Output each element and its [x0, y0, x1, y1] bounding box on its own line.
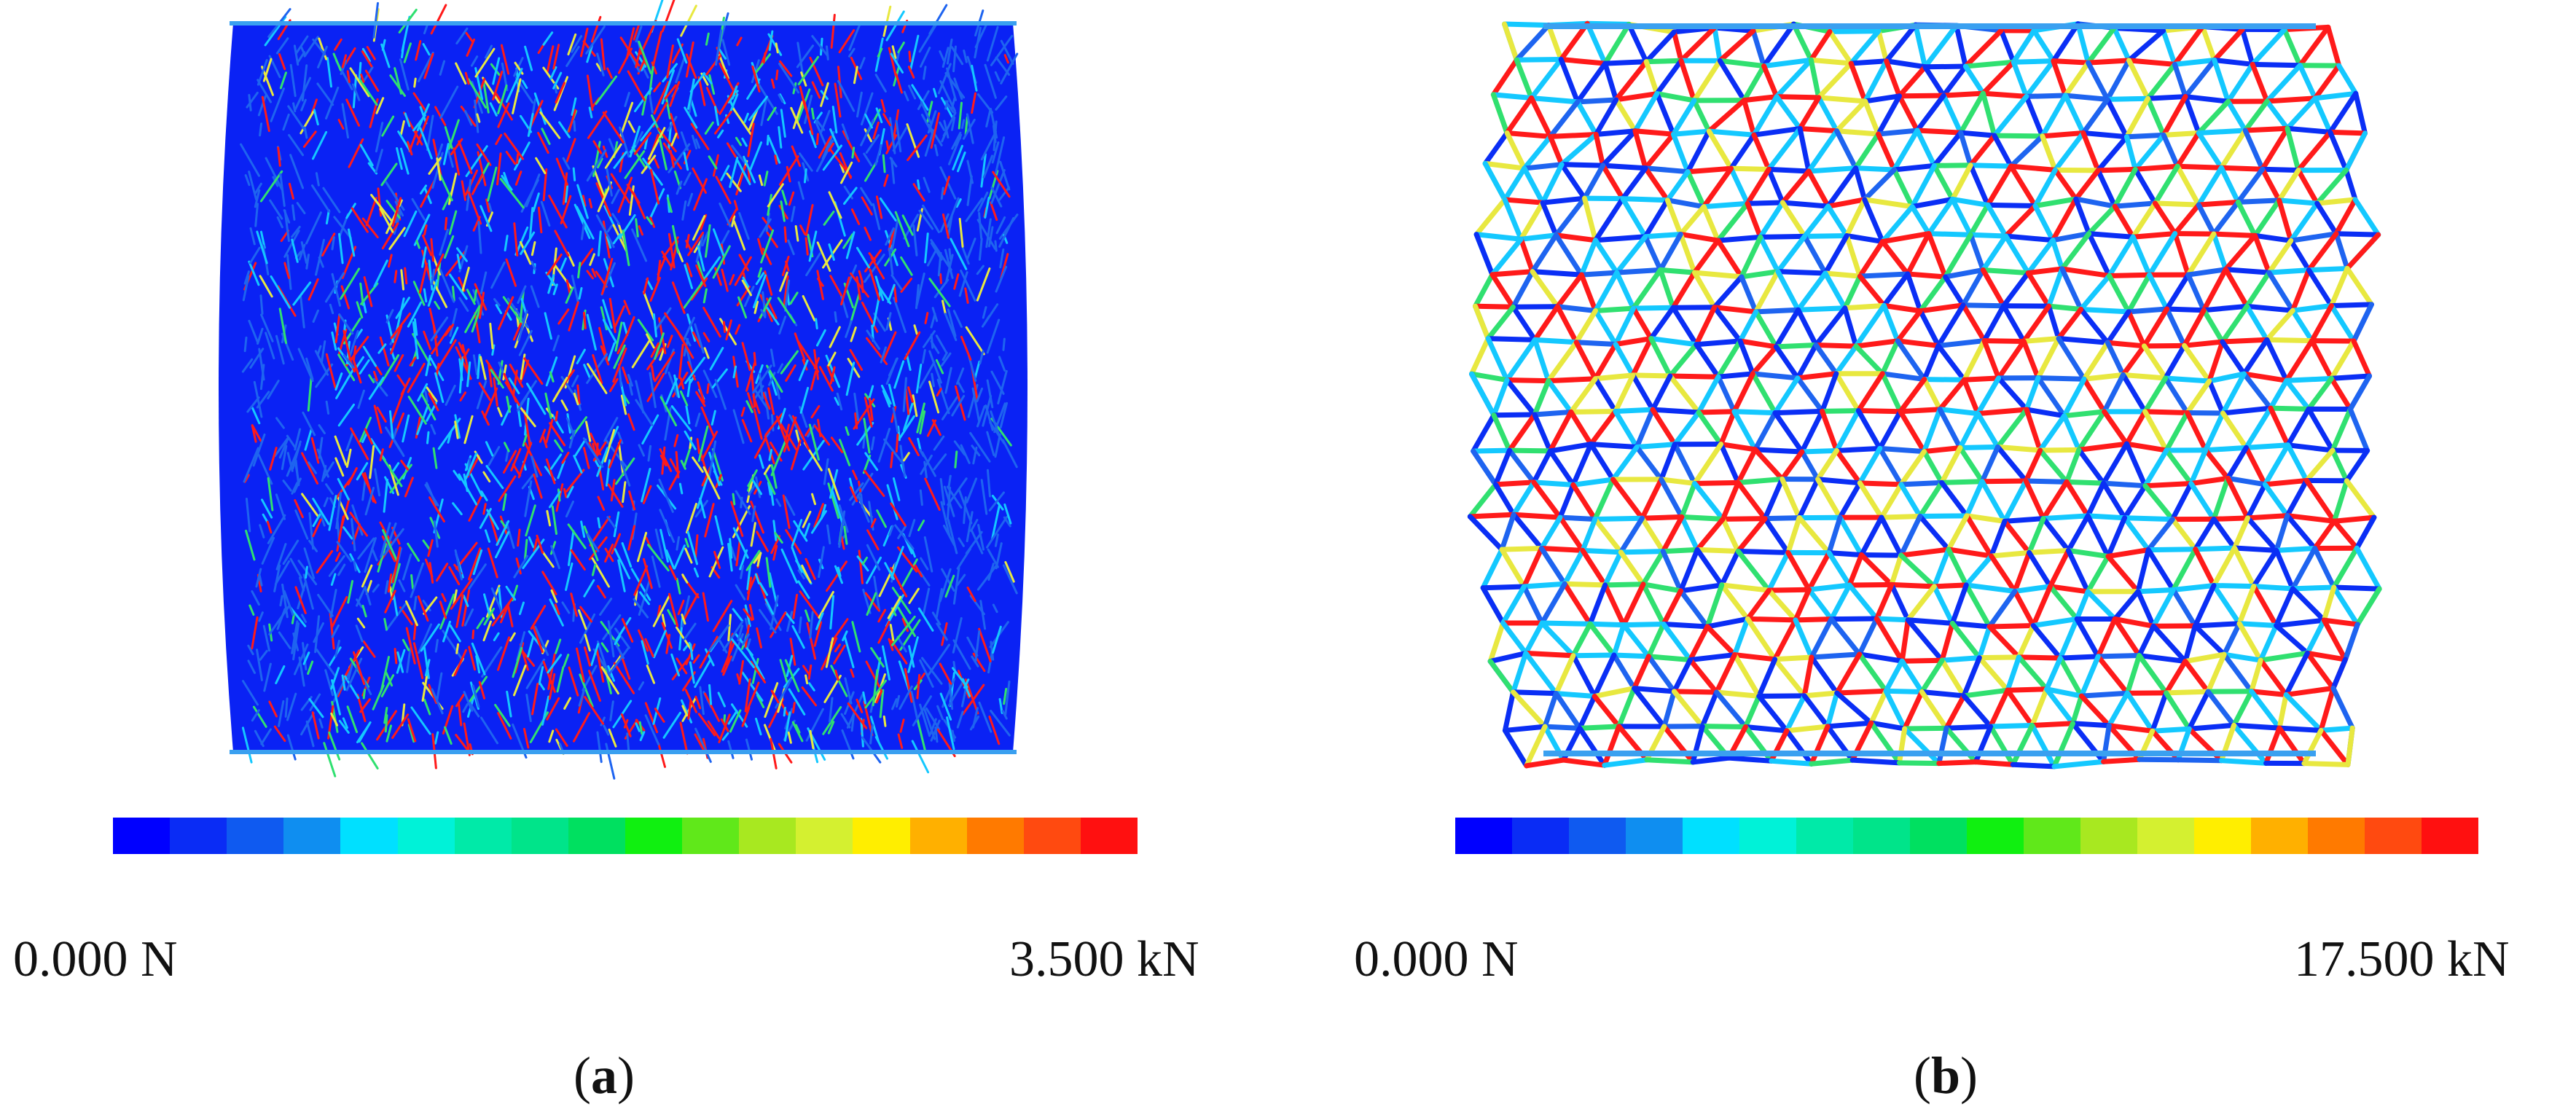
colorbar-swatch: [1796, 818, 1853, 854]
force-chain-network-coarse: [1467, 20, 2382, 769]
colorbar-swatch: [2137, 818, 2194, 854]
colorbar-swatch: [2024, 818, 2080, 854]
colorbar-swatch: [625, 818, 683, 854]
colorbar-swatch: [2365, 818, 2422, 854]
colorbar-swatch: [170, 818, 227, 854]
panel-caption: (a): [573, 1046, 635, 1105]
colorbar-swatch: [1023, 818, 1081, 854]
colorbar-swatch: [2422, 818, 2478, 854]
colorbar-swatch: [1626, 818, 1683, 854]
panel-a: 0.000 N 3.500 kN (a): [13, 0, 1199, 1105]
colorbar-swatch: [2308, 818, 2365, 854]
colorbar-swatch: [568, 818, 625, 854]
colorbar-swatch: [1967, 818, 2024, 854]
colorbar-swatch: [739, 818, 796, 854]
colorbar-swatch: [397, 818, 455, 854]
force-chain-network-fine: [219, 0, 1027, 780]
colorbar-swatch: [283, 818, 341, 854]
colorbar-swatch: [682, 818, 740, 854]
colorbar-swatch: [796, 818, 853, 854]
colorbar-max-label: 17.500 kN: [2294, 931, 2510, 987]
contact-forces: [1467, 20, 2382, 769]
colorbar-swatch: [454, 818, 512, 854]
colorbar-swatch: [853, 818, 910, 854]
colorbar-swatch: [1512, 818, 1569, 854]
panel-caption: (b): [1914, 1046, 1978, 1105]
colorbar-swatch: [1683, 818, 1739, 854]
colorbar-swatch: [1739, 818, 1796, 854]
colorbar-swatch: [2194, 818, 2251, 854]
colorbar-swatch: [1853, 818, 1910, 854]
colorbar-swatch: [1455, 818, 1512, 854]
colorbar: [113, 818, 1138, 854]
colorbar-swatch: [1910, 818, 1967, 854]
colorbar-swatch: [909, 818, 967, 854]
colorbar: [1455, 818, 2478, 854]
colorbar-swatch: [1569, 818, 1626, 854]
colorbar-swatch: [1080, 818, 1138, 854]
colorbar-swatch: [966, 818, 1024, 854]
colorbar-max-label: 3.500 kN: [1009, 931, 1199, 987]
contact-forces: [240, 0, 1019, 780]
colorbar-min-label: 0.000 N: [1354, 931, 1519, 987]
colorbar-swatch: [227, 818, 284, 854]
colorbar-swatch: [2080, 818, 2137, 854]
colorbar-swatch: [2251, 818, 2308, 854]
colorbar-swatch: [511, 818, 568, 854]
colorbar-swatch: [113, 818, 171, 854]
panel-b: 0.000 N 17.500 kN (b): [1288, 0, 2576, 1120]
colorbar-swatch: [340, 818, 398, 854]
colorbar-min-label: 0.000 N: [13, 931, 178, 987]
